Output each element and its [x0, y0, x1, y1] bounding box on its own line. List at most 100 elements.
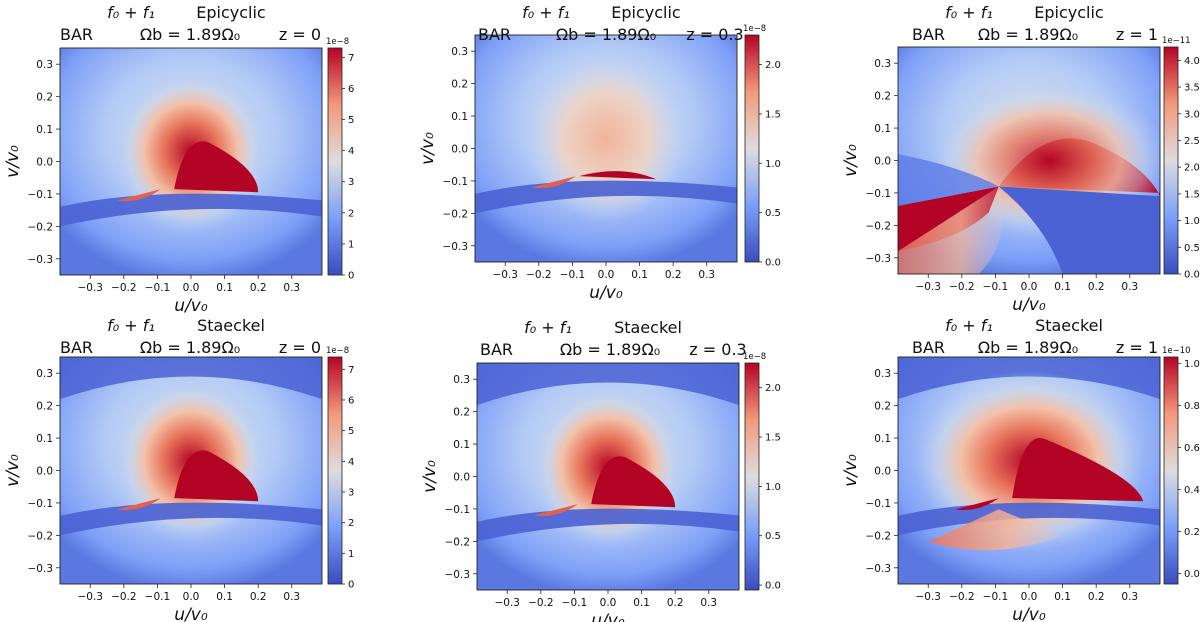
title-omega: Ωb = 1.89Ω₀ [560, 340, 660, 359]
y-axis-label: v/v₀ [841, 144, 861, 177]
colorbar-tick-label: 2.0 [1184, 163, 1200, 174]
x-tick-label: 0.0 [183, 282, 200, 294]
y-tick-label: −0.3 [866, 563, 892, 575]
title-function: f₀ + f₁ [522, 3, 570, 22]
x-tick-label: 0.1 [631, 269, 648, 281]
y-tick-label: 0.2 [36, 401, 53, 413]
title-z: z = 1 [1116, 338, 1158, 357]
y-tick-label: −0.2 [28, 221, 54, 233]
y-tick-label: −0.2 [866, 530, 892, 542]
y-tick-label: −0.1 [28, 189, 54, 201]
colorbar-tick-label: 0.5 [765, 531, 781, 542]
y-axis-label: v/v₀ [3, 145, 23, 178]
y-tick-label: 0.1 [451, 111, 468, 123]
x-tick-label: −0.2 [949, 281, 975, 293]
colorbar-tick-label: 0.2 [1184, 527, 1200, 538]
colorbar-tick-label: 1.0 [1184, 216, 1200, 227]
colorbar-tick-label: 0 [348, 580, 354, 591]
colorbar-tick-label: 7 [348, 53, 354, 64]
y-tick-label: 0.1 [453, 439, 470, 451]
heatmap-image [477, 363, 739, 590]
title-omega: Ωb = 1.89Ω₀ [556, 25, 656, 44]
y-axis-label: v/v₀ [841, 454, 861, 487]
y-tick-label: 0.2 [451, 79, 468, 91]
heatmap-image [898, 357, 1160, 584]
colorbar-tick-label: 6 [348, 395, 354, 406]
title-function: f₀ + f₁ [107, 316, 155, 335]
panel-3: −0.3 −0.2 −0.1 0.0 0.1 0.2 0.3 0.3 0.2 0.1 0.0 −0.1… [841, 3, 1200, 315]
y-tick-label: 0.3 [874, 58, 891, 70]
colorbar-tick-label: 1.0 [765, 159, 781, 170]
y-axis-label: v/v₀ [420, 460, 440, 493]
title-omega: Ωb = 1.89Ω₀ [140, 25, 240, 44]
colorbar-tick-label: 0.0 [765, 258, 781, 269]
title-potential: BAR [912, 338, 945, 357]
colorbar-tick-label: 1.0 [765, 482, 781, 493]
y-tick-label: 0.0 [451, 144, 468, 156]
x-tick-label: 0.0 [598, 269, 615, 281]
x-tick-label: 0.0 [183, 591, 200, 603]
title-potential: BAR [480, 340, 513, 359]
colorbar-tick-label: 0.5 [765, 208, 781, 219]
title-z: z = 1 [1116, 25, 1158, 44]
y-tick-label: 0.2 [874, 91, 891, 103]
colorbar [1163, 46, 1179, 275]
colorbar [1163, 356, 1179, 585]
title-method: Epicyclic [196, 3, 265, 22]
colorbar-tick-label: 3.0 [1184, 109, 1200, 120]
title-method: Staeckel [197, 316, 265, 335]
colorbar-tick-label: 0.5 [1184, 243, 1200, 254]
x-axis-label: u/v₀ [589, 283, 623, 303]
y-tick-label: −0.3 [28, 563, 54, 575]
x-tick-label: 0.2 [667, 597, 684, 609]
colorbar-offset: 1e−10 [1162, 346, 1191, 356]
x-tick-label: 0.1 [216, 591, 233, 603]
colorbar-tick-label: 3 [348, 177, 354, 188]
y-tick-label: −0.3 [28, 254, 54, 266]
colorbar-tick-label: 5 [348, 115, 354, 126]
x-tick-label: 0.0 [600, 597, 617, 609]
colorbar-tick-label: 0.6 [1184, 443, 1200, 454]
title-function: f₀ + f₁ [524, 318, 572, 337]
y-tick-label: 0.2 [36, 92, 53, 104]
title-function: f₀ + f₁ [945, 316, 993, 335]
x-tick-label: −0.3 [77, 591, 103, 603]
x-tick-label: −0.1 [145, 591, 171, 603]
colorbar-tick-label: 2.0 [765, 60, 781, 71]
y-tick-label: 0.1 [36, 433, 53, 445]
x-axis-label: u/v₀ [591, 611, 625, 622]
x-tick-label: −0.1 [983, 591, 1009, 603]
y-tick-label: −0.2 [28, 530, 54, 542]
colorbar-offset: 1e−11 [1162, 36, 1191, 46]
x-tick-label: −0.3 [915, 281, 941, 293]
x-axis-label: u/v₀ [174, 296, 208, 316]
x-tick-label: 0.1 [1054, 281, 1071, 293]
y-tick-label: 0.2 [453, 407, 470, 419]
colorbar [744, 34, 760, 263]
y-tick-label: 0.1 [874, 433, 891, 445]
x-tick-label: 0.2 [665, 269, 682, 281]
colorbar-tick-label: 1.5 [765, 433, 781, 444]
y-axis-label: v/v₀ [3, 454, 23, 487]
colorbar-offset: 1e−8 [326, 37, 349, 47]
colorbar-tick-label: 6 [348, 84, 354, 95]
y-tick-label: 0.3 [874, 368, 891, 380]
colorbar-offset: 1e−8 [743, 352, 766, 362]
colorbar-tick-label: 3 [348, 487, 354, 498]
x-tick-label: 0.3 [700, 597, 717, 609]
colorbar-tick-label: 3.5 [1184, 83, 1200, 94]
colorbar-tick-label: 2 [348, 208, 354, 219]
panel-2: −0.3 −0.2 −0.1 0.0 0.1 0.2 0.3 0.3 0.2 0.1 0.0 −0.1… [418, 3, 781, 303]
x-tick-label: −0.2 [528, 597, 554, 609]
x-tick-label: 0.1 [633, 597, 650, 609]
x-tick-label: −0.2 [111, 282, 137, 294]
heatmap-image [60, 48, 322, 275]
colorbar-tick-label: 0.4 [1184, 485, 1200, 496]
colorbar-tick-label: 5 [348, 426, 354, 437]
y-tick-label: 0.0 [874, 466, 891, 478]
x-tick-label: 0.0 [1021, 591, 1038, 603]
colorbar [327, 47, 343, 276]
y-tick-label: −0.2 [443, 208, 469, 220]
x-tick-label: 0.3 [283, 591, 300, 603]
panel-6: −0.3 −0.2 −0.1 0.0 0.1 0.2 0.3 0.3 0.2 0.1 0.0 −0.1… [841, 316, 1200, 622]
